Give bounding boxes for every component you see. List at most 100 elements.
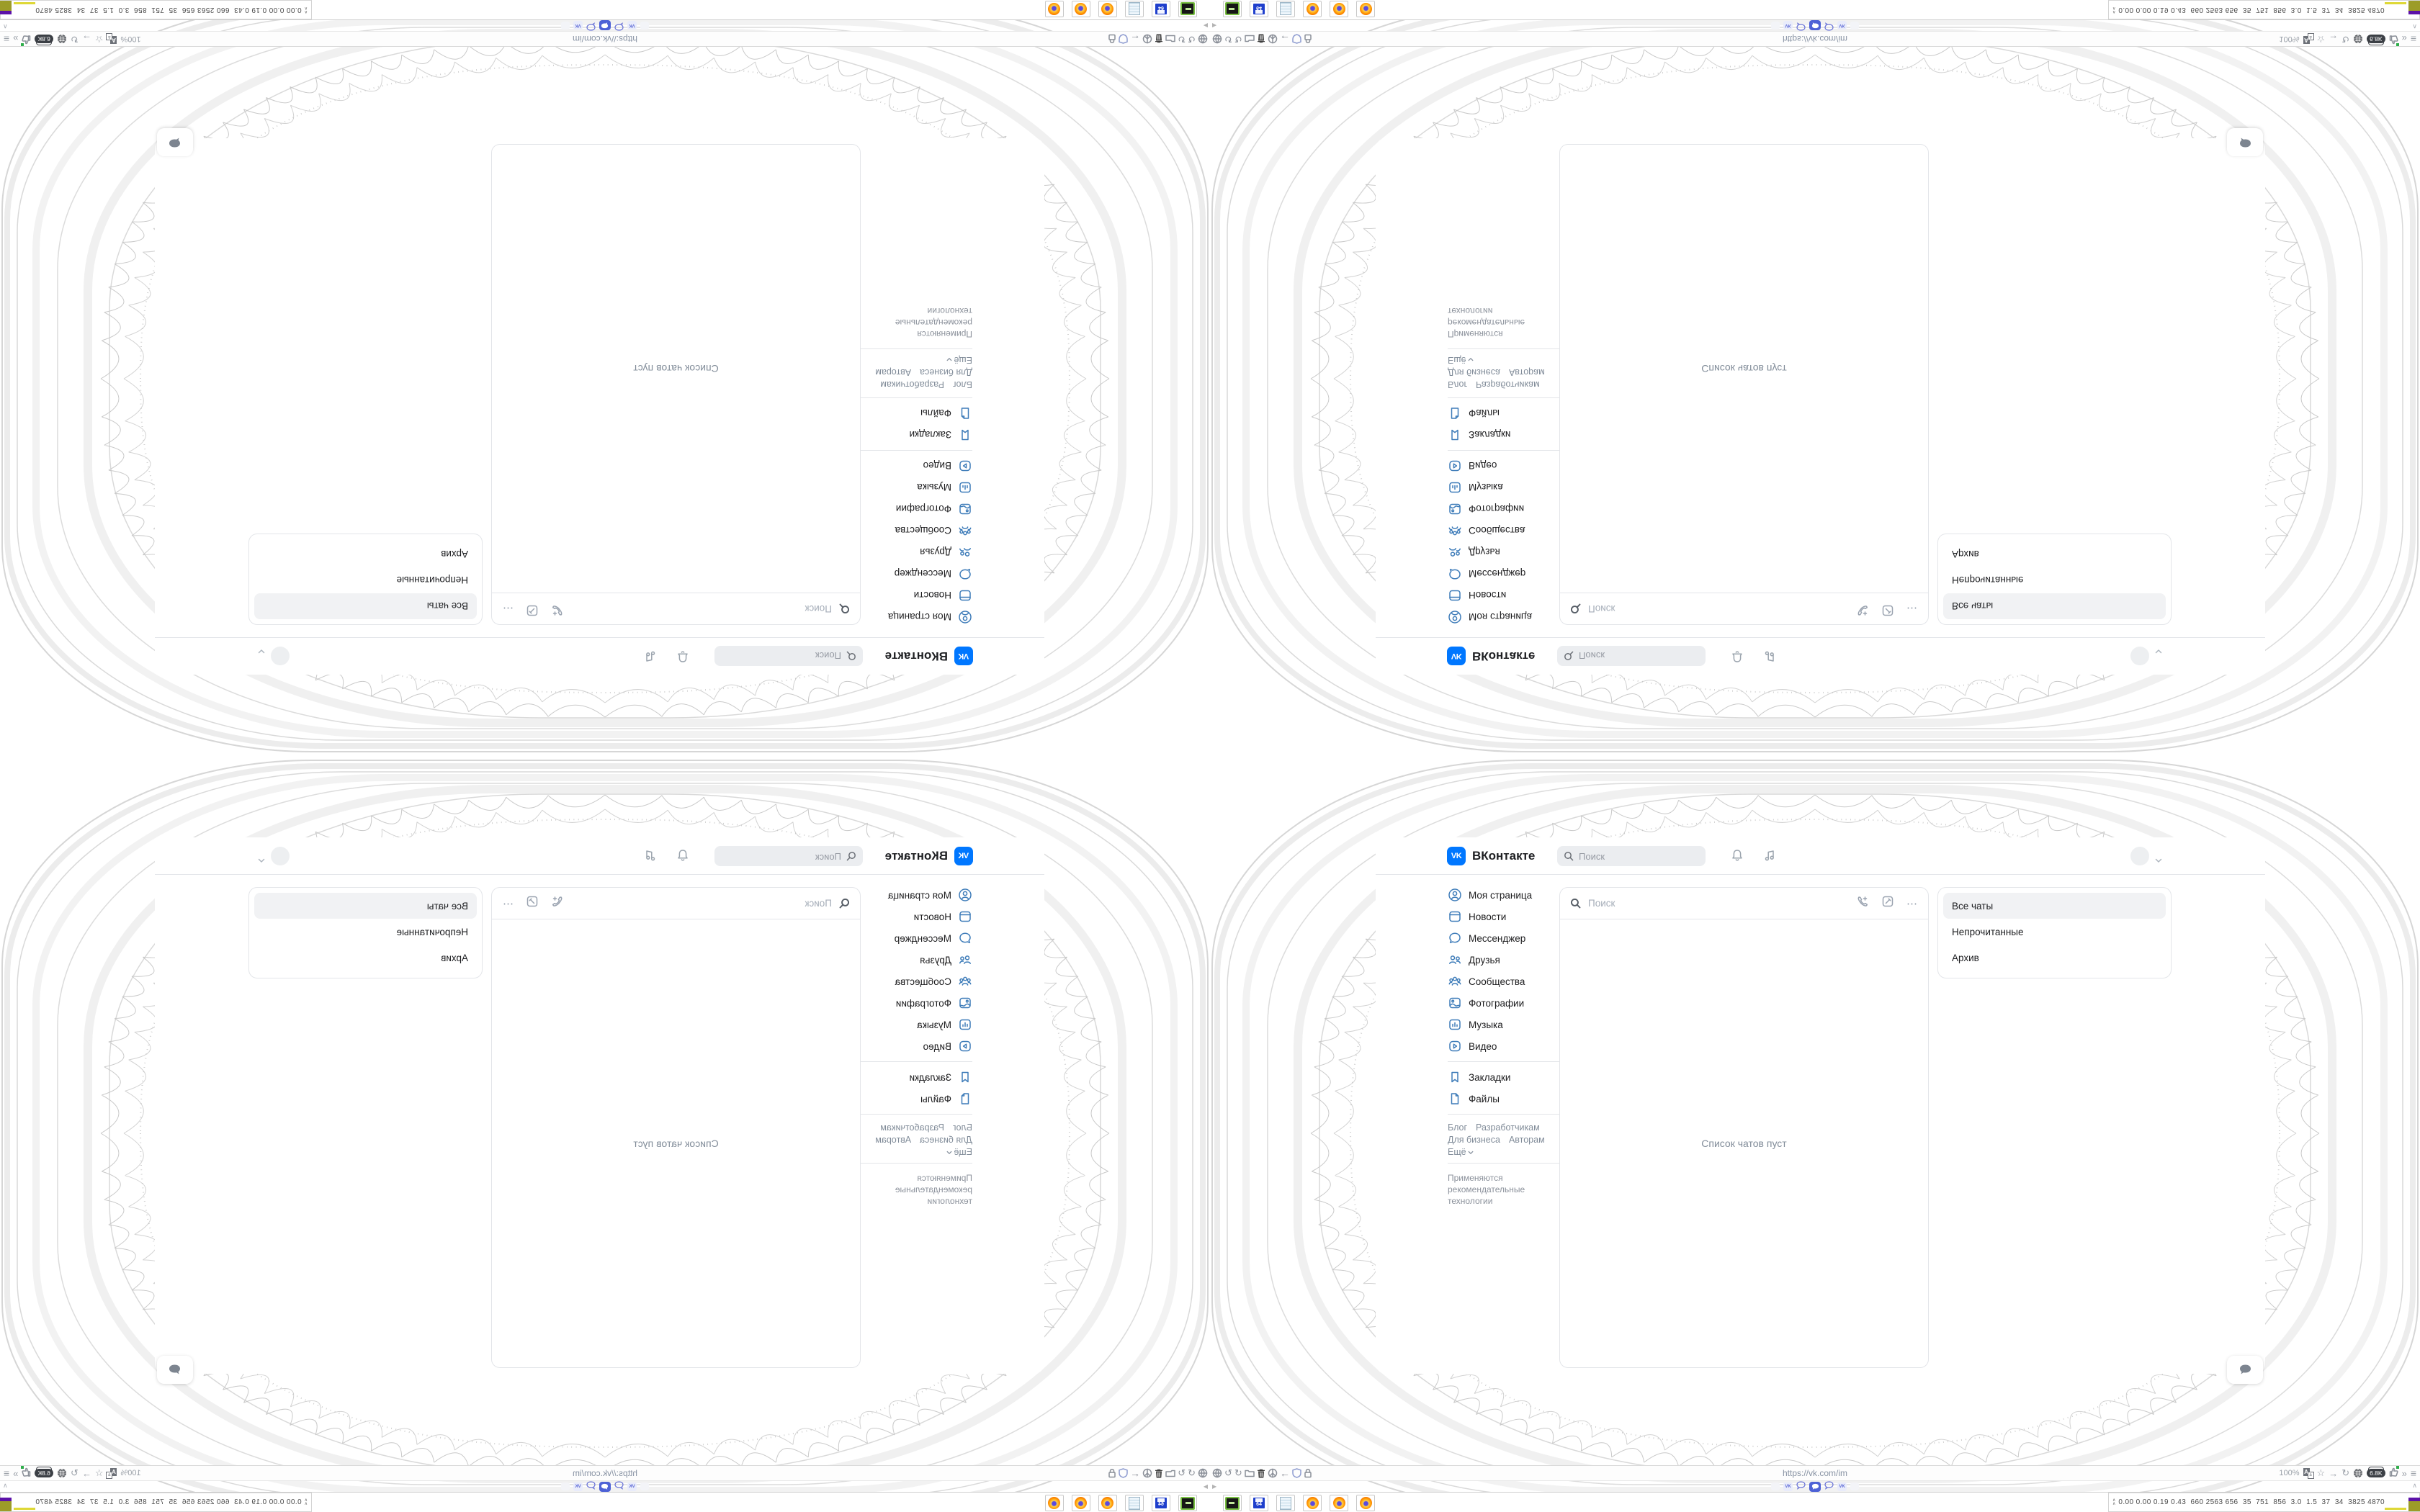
overflow-icon[interactable]: » [13, 1467, 19, 1479]
tab-messages-active[interactable] [599, 20, 611, 31]
sidebar-item-my-page[interactable]: Моя страница [1448, 606, 1585, 628]
tab-ghost[interactable] [1771, 22, 1780, 30]
footer-link-business[interactable]: Для бизнеса [1448, 367, 1500, 377]
sidebar-item-music[interactable]: Музыка [835, 1014, 972, 1035]
footer-link-more[interactable]: Ещё [946, 354, 972, 366]
footer-link-developers[interactable]: Разработчикам [880, 379, 944, 390]
reload-icon[interactable]: ↻ [2341, 1467, 2350, 1478]
vk-logo-icon[interactable]: VK [1447, 647, 1466, 665]
tab-vk[interactable]: VK [1837, 21, 1847, 30]
web-globe-icon[interactable] [1198, 1468, 1208, 1478]
history-redo-icon[interactable]: ↻ [1234, 1467, 1242, 1478]
app-launcher-floppy[interactable]: 64 [1250, 1495, 1268, 1511]
tab-messages[interactable] [1796, 19, 1806, 32]
sidebar-item-music[interactable]: Музыка [1448, 477, 1585, 498]
history-undo-icon[interactable]: ↺ [1188, 1467, 1196, 1478]
globe-dark-icon[interactable] [2353, 34, 2363, 44]
history-redo-icon[interactable]: ↻ [1178, 34, 1186, 45]
go-arrow-icon[interactable]: → [2329, 1467, 2339, 1479]
support-chat-bubble-button[interactable] [2227, 128, 2263, 156]
tab-vk[interactable]: VK [573, 1482, 583, 1491]
badge-icon[interactable] [1268, 34, 1278, 44]
lock-icon[interactable] [1304, 1468, 1312, 1478]
sidebar-item-photos[interactable]: Фотографии [1448, 498, 1585, 520]
tab-messages[interactable] [586, 19, 596, 32]
tab-messages[interactable] [1824, 19, 1834, 32]
music-note-icon[interactable] [1763, 848, 1778, 866]
app-launcher-firefox-1[interactable] [1098, 1, 1117, 17]
address-bar[interactable]: https://vk.com/im [1782, 34, 1848, 44]
app-launcher-firefox-2[interactable] [1330, 1, 1348, 17]
profile-avatar[interactable] [271, 647, 290, 665]
sidebar-item-bookmarks[interactable]: Закладки [835, 424, 972, 446]
profile-avatar[interactable] [2130, 847, 2149, 865]
sidebar-item-files[interactable]: Файлы [1448, 402, 1585, 424]
history-undo-icon[interactable]: ↺ [1188, 34, 1196, 45]
web-globe-icon[interactable] [1212, 34, 1222, 44]
globe-dark-icon[interactable] [57, 1468, 67, 1478]
filter-archive[interactable]: Архив [441, 549, 468, 560]
web-globe-icon[interactable] [1198, 34, 1208, 44]
profile-chevron-down-icon[interactable] [258, 645, 265, 658]
history-redo-icon[interactable]: ↻ [1234, 34, 1242, 45]
sidebar-item-friends[interactable]: Друзья [835, 949, 972, 971]
chat-search-input[interactable]: Поиск [1588, 603, 1615, 614]
tab-messages-active[interactable] [1809, 20, 1821, 31]
lock-icon[interactable] [1304, 34, 1312, 44]
tab-vk[interactable]: VK [627, 21, 637, 30]
sidebar-item-news[interactable]: Новости [835, 585, 972, 606]
app-launcher-floppy[interactable]: 64 [1152, 1495, 1170, 1511]
folder-icon[interactable] [1165, 1469, 1175, 1477]
tab-messages[interactable] [1824, 1480, 1834, 1493]
sidebar-item-photos[interactable]: Фотографии [835, 992, 972, 1014]
footer-link-blog[interactable]: Блог [1448, 1122, 1468, 1133]
bookmark-star-icon[interactable]: ☆ [2316, 1467, 2326, 1478]
go-arrow-icon[interactable]: → [81, 33, 91, 45]
sidebar-item-files[interactable]: Файлы [1448, 1088, 1585, 1110]
sidebar-item-messenger[interactable]: Мессенджер [1448, 927, 1585, 949]
trash-icon[interactable] [1257, 35, 1265, 44]
filter-all-chats[interactable]: Все чаты [254, 893, 477, 919]
shield-icon[interactable] [1292, 34, 1301, 44]
app-launcher-firefox-2[interactable] [1072, 1495, 1090, 1511]
sidebar-item-photos[interactable]: Фотографии [835, 498, 972, 520]
bookmark-star-icon[interactable]: ☆ [94, 1467, 104, 1478]
sidebar-item-news[interactable]: Новости [835, 906, 972, 927]
filter-unread[interactable]: Непрочитанные [1952, 575, 2024, 586]
counter-badge[interactable]: 6.8K [2367, 34, 2385, 44]
sidebar-item-bookmarks[interactable]: Закладки [1448, 1066, 1585, 1088]
folder-icon[interactable] [1245, 35, 1255, 43]
back-icon[interactable]: ← [1130, 33, 1141, 45]
web-globe-icon[interactable] [1212, 1468, 1222, 1478]
tab-messages[interactable] [614, 19, 624, 32]
sidebar-item-communities[interactable]: Сообщества [1448, 520, 1585, 541]
menu-icon[interactable]: ≡ [2410, 33, 2416, 45]
zoom-level[interactable]: 100% [2279, 35, 2300, 43]
tab-ghost[interactable] [561, 1482, 570, 1490]
shield-icon[interactable] [1292, 1468, 1301, 1478]
counter-badge[interactable]: 6.8K [35, 34, 53, 44]
sidebar-item-files[interactable]: Файлы [835, 402, 972, 424]
profile-chevron-down-icon[interactable] [258, 854, 265, 867]
go-arrow-icon[interactable]: → [2329, 33, 2339, 45]
footer-link-authors[interactable]: Авторам [875, 1135, 912, 1145]
back-icon[interactable]: ← [1279, 1467, 1290, 1479]
tab-vk[interactable]: VK [1783, 21, 1793, 30]
header-search-input[interactable]: Поиск [1557, 646, 1706, 666]
music-note-icon[interactable] [1763, 646, 1778, 664]
overflow-icon[interactable]: » [2401, 33, 2407, 45]
footer-link-authors[interactable]: Авторам [1508, 367, 1545, 377]
shield-icon[interactable] [1119, 34, 1128, 44]
app-launcher-firefox-1[interactable] [1303, 1, 1322, 17]
sidebar-item-messenger[interactable]: Мессенджер [1448, 563, 1585, 585]
address-bar[interactable]: https://vk.com/im [572, 34, 638, 44]
sidebar-item-news[interactable]: Новости [1448, 585, 1585, 606]
notifications-bell-icon[interactable] [1730, 848, 1744, 866]
new-call-icon[interactable] [1856, 600, 1869, 617]
sidebar-item-communities[interactable]: Сообщества [1448, 971, 1585, 992]
sidebar-item-bookmarks[interactable]: Закладки [835, 1066, 972, 1088]
vk-logo-icon[interactable]: VK [954, 847, 973, 865]
reload-icon[interactable]: ↻ [70, 34, 79, 45]
